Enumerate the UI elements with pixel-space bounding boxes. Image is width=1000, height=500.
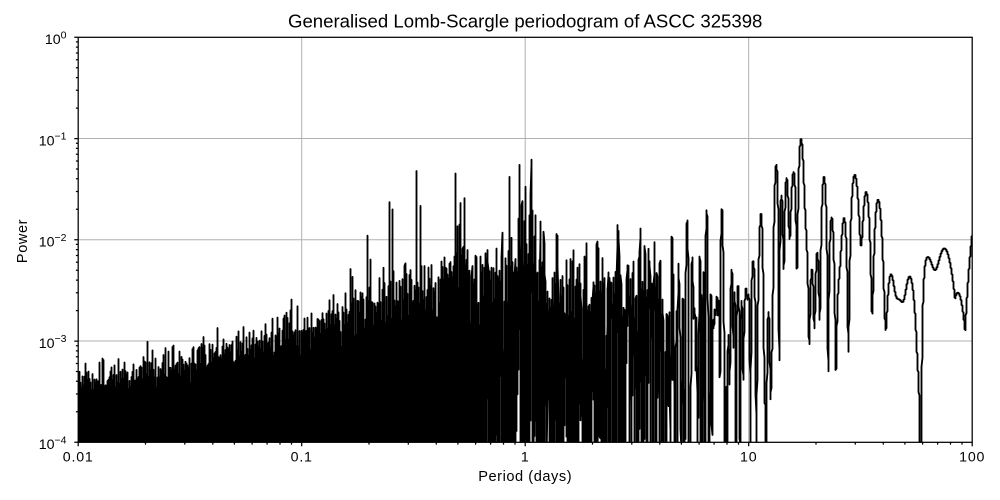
svg-text:0.01: 0.01 [63,450,94,466]
svg-text:10: 10 [740,450,757,466]
svg-text:1: 1 [521,450,530,466]
svg-text:100: 100 [959,450,985,466]
svg-text:0.1: 0.1 [291,450,313,466]
svg-text:Power: Power [15,219,31,263]
svg-text:Generalised Lomb-Scargle perio: Generalised Lomb-Scargle periodogram of … [288,11,762,32]
svg-text:Period (days): Period (days) [478,469,572,485]
